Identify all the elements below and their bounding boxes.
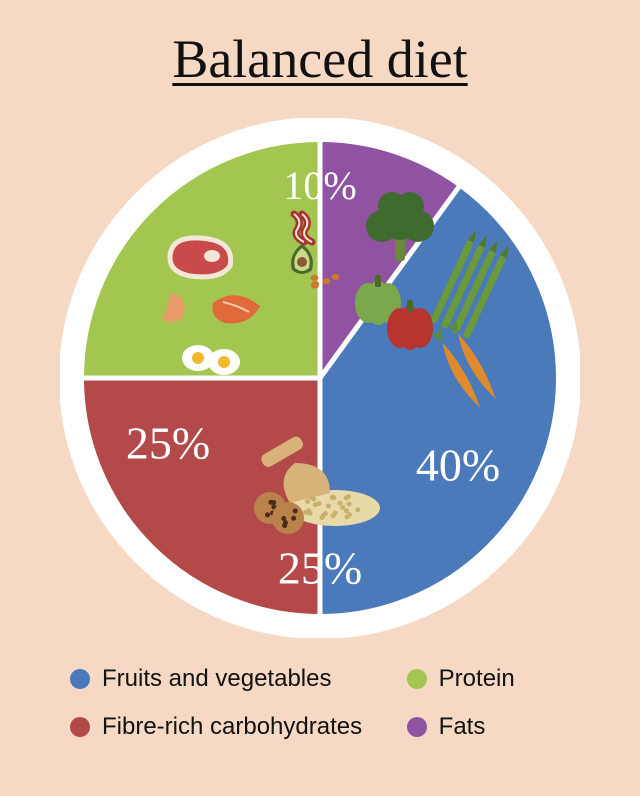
legend-label: Protein xyxy=(439,665,515,693)
pie-label-carbs: 25% xyxy=(278,543,362,594)
legend-swatch xyxy=(70,669,90,689)
legend-label: Fruits and vegetables xyxy=(102,665,331,693)
pie-chart: 10% 40% 25% 25% xyxy=(60,118,580,638)
pie-label-fats: 10% xyxy=(283,163,356,208)
legend-swatch xyxy=(407,717,427,737)
legend-swatch xyxy=(70,717,90,737)
pie-label-veg: 40% xyxy=(416,440,500,491)
legend-item-fats: Fats xyxy=(407,713,577,741)
legend-label: Fats xyxy=(439,713,486,741)
pie-label-protein: 25% xyxy=(126,418,210,469)
legend: Fruits and vegetables Fibre-rich carbohyd… xyxy=(70,665,590,761)
legend-label: Fibre-rich carbohydrates xyxy=(102,713,362,741)
steak-icon xyxy=(170,238,231,277)
legend-swatch xyxy=(407,669,427,689)
bacon-icon xyxy=(294,214,312,242)
legend-item-veg: Fruits and vegetables xyxy=(70,665,400,693)
page-title: Balanced diet xyxy=(0,0,640,90)
legend-item-carbs: Fibre-rich carbohydrates xyxy=(70,713,400,741)
legend-item-protein: Protein xyxy=(407,665,577,693)
